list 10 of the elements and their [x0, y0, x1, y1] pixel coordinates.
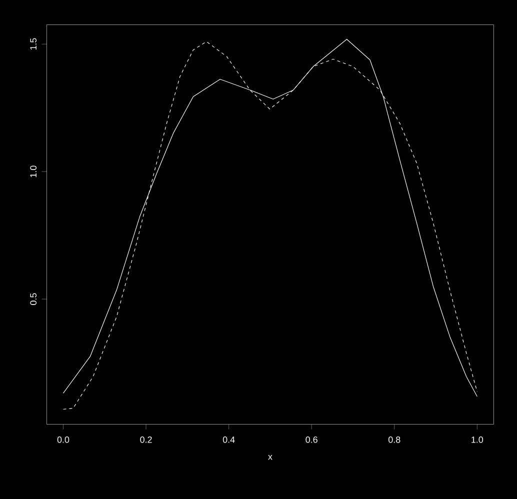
x-tick-label: 0.0	[57, 436, 70, 443]
x-tick-label: 0.4	[222, 436, 235, 443]
x-tick-label: 0.6	[306, 436, 318, 443]
x-tick-label: 0.2	[140, 436, 152, 443]
y-tick-label: 1.5	[30, 38, 37, 50]
x-tick-label: 1.0	[472, 436, 484, 443]
y-tick-label: 1.0	[30, 166, 37, 178]
y-tick-label: 0.5	[30, 293, 37, 305]
x-axis-title: x	[268, 455, 272, 460]
x-tick-label: 0.8	[388, 436, 400, 443]
